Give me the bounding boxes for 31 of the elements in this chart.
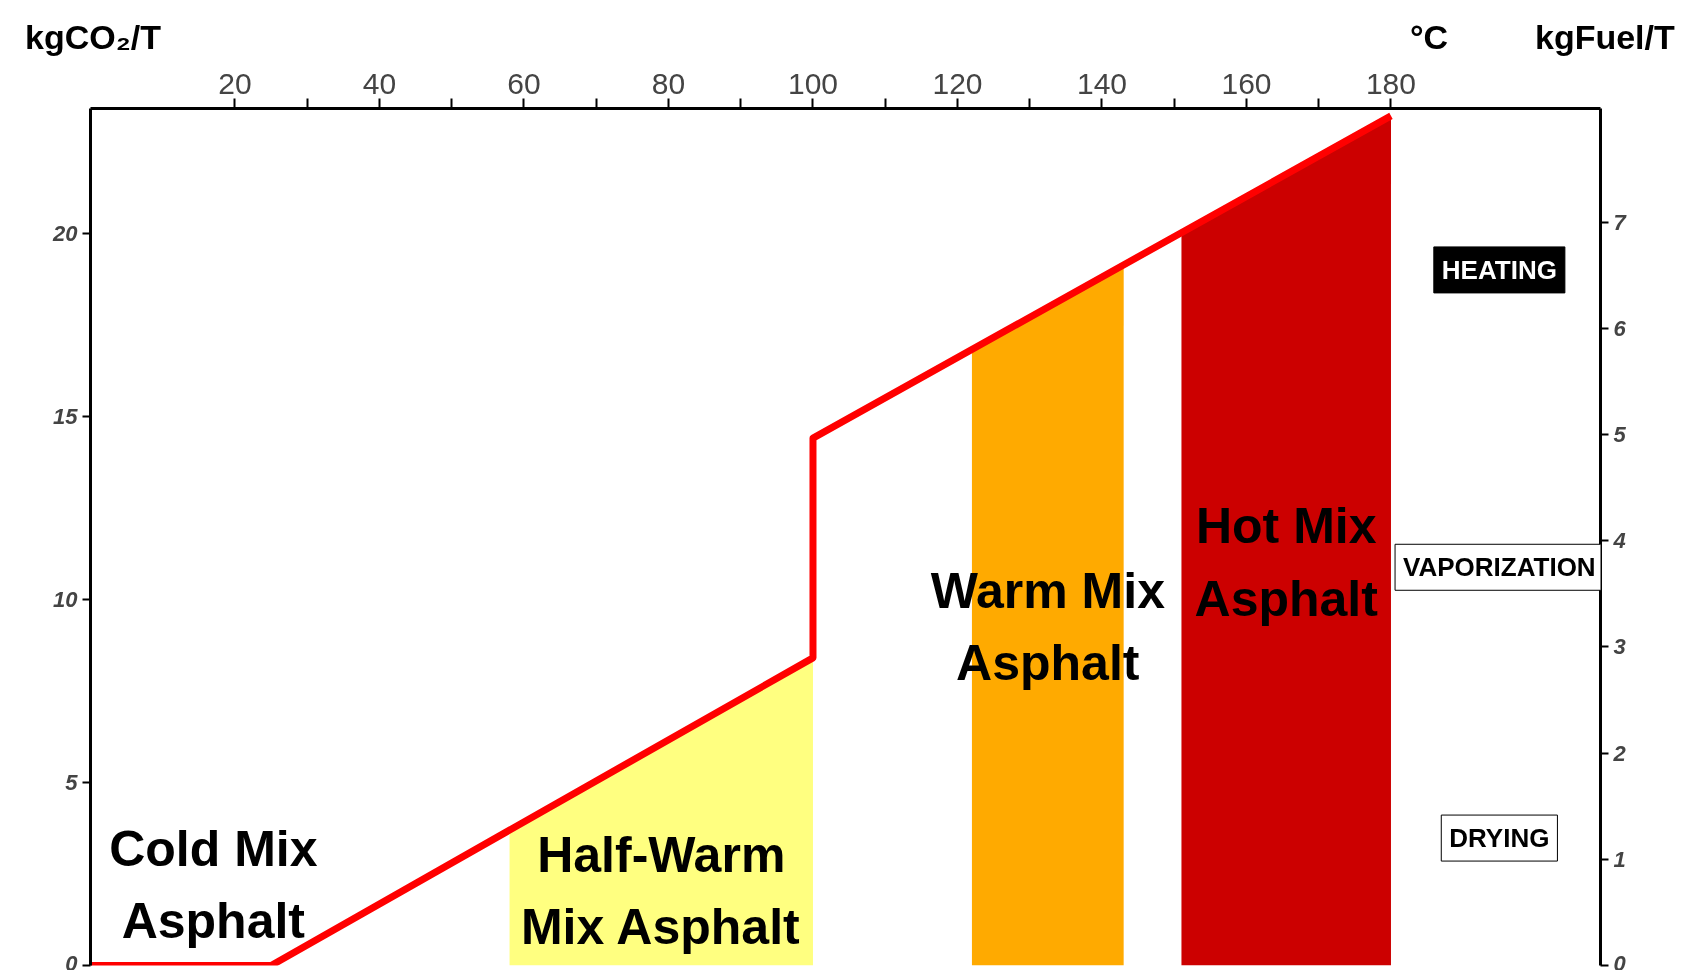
x-tick-label: 80: [651, 66, 686, 100]
x-tick-label: 180: [1365, 66, 1417, 100]
annotation: HEATING: [1441, 254, 1557, 285]
y-tick-label: 5: [65, 769, 79, 795]
y-tick-label: 0: [65, 950, 79, 976]
y2-tick-label: 2: [1612, 740, 1627, 766]
y2-tick-label: 0: [1613, 950, 1627, 976]
y2-tick-label: 3: [1613, 634, 1626, 660]
y2-tick-label: 6: [1613, 315, 1627, 341]
x-tick-label: 40: [362, 66, 397, 100]
x-tick-label: 120: [932, 66, 983, 100]
y-axis-title: kgCO₂/T: [25, 17, 161, 58]
y2-tick-label: 1: [1613, 846, 1626, 872]
x-tick-label: 60: [507, 66, 541, 100]
y-tick-label: 20: [52, 220, 79, 246]
series-label: Half-Warm Mix Asphalt: [520, 826, 801, 956]
y2-tick-label: 4: [1612, 528, 1626, 554]
annotation: Cold Mix Asphalt: [109, 820, 318, 950]
annotation: VAPORIZATION: [1403, 552, 1596, 583]
y2-tick-label: 5: [1613, 422, 1627, 448]
y2-axis-title: kgFuel/T: [1535, 17, 1675, 58]
annotation: DRYING: [1449, 823, 1550, 854]
x-tick-label: 100: [787, 66, 839, 100]
x-tick-label: 140: [1076, 66, 1128, 100]
y2-tick-label: 7: [1613, 209, 1628, 235]
x-tick-label: 160: [1221, 66, 1272, 100]
series-label: Hot Mix Asphalt: [1194, 498, 1379, 628]
y-tick-label: 15: [53, 403, 79, 429]
y-tick-label: 10: [53, 586, 79, 612]
x-axis-title: °C: [1410, 17, 1449, 58]
x-tick-label: 20: [218, 66, 252, 100]
